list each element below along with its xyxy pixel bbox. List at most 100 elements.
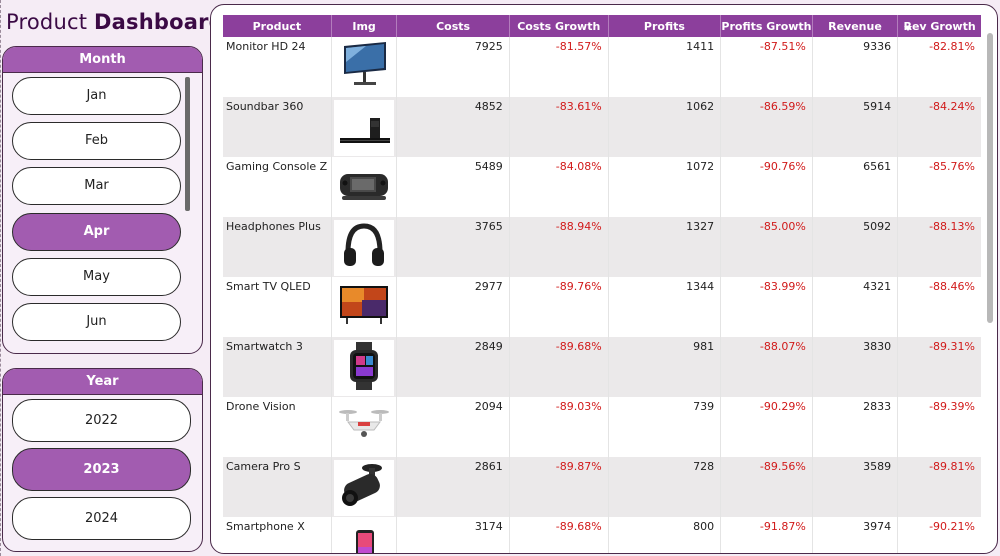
cell-rev-growth: -89.39%	[929, 400, 975, 413]
headphones-icon	[334, 220, 395, 276]
column-header-costs-growth[interactable]: Costs Growth	[509, 15, 609, 37]
table-row[interactable]: Smart TV QLED 2977 -89.76% 1344 -83.99% 4321 -…	[223, 277, 981, 337]
product-name: Smart TV QLED	[223, 277, 332, 337]
month-option-mar[interactable]: Mar	[12, 167, 181, 206]
column-header-rev-growth[interactable]: Rev Growth	[898, 15, 981, 37]
month-option-jun[interactable]: Jun	[12, 303, 181, 341]
smartwatch-icon	[334, 340, 395, 396]
cell-revenue: 6561	[812, 157, 899, 217]
year-option-2023[interactable]: 2023	[12, 448, 191, 491]
cell-profits-growth: -86.59%	[720, 97, 813, 157]
month-slicer: Month Jan Feb Mar Apr May Jun	[2, 46, 203, 354]
table-row[interactable]: Gaming Console Z 5489 -84.08% 1072 -90.76% 65…	[223, 157, 981, 217]
column-header-profits[interactable]: Profits	[608, 15, 722, 37]
cell-profits: 1072	[608, 157, 722, 217]
cell-costs: 2977	[396, 277, 510, 337]
column-header-profits-growth[interactable]: Profits Growth	[720, 15, 813, 37]
product-name: Drone Vision	[223, 397, 332, 457]
month-option-may[interactable]: May	[12, 257, 181, 296]
console-icon	[334, 160, 395, 216]
cell-costs: 7925	[396, 37, 510, 97]
cell-profits: 1344	[608, 277, 722, 337]
cell-costs: 3765	[396, 217, 510, 277]
cell-rev-growth: -89.31%	[929, 340, 975, 353]
cell-revenue: 2833	[812, 397, 899, 457]
title-bold: Dashboard	[94, 10, 224, 34]
table-header-row: Product Img Costs Costs Growth Profits P…	[223, 15, 981, 37]
cell-revenue: 5914	[812, 97, 899, 157]
table-row[interactable]: Camera Pro S 2861 -89.87% 728 -89.56% 3589 -89…	[223, 457, 981, 517]
cell-profits-growth: -85.00%	[720, 217, 813, 277]
cell-costs-growth: -84.08%	[509, 157, 609, 217]
cell-profits-growth: -89.56%	[720, 457, 813, 517]
title-prefix: Product	[6, 10, 88, 34]
product-name: Monitor HD 24	[223, 37, 332, 97]
cell-profits: 739	[608, 397, 722, 457]
cell-costs-growth: -89.76%	[509, 277, 609, 337]
product-image-cell	[331, 157, 398, 217]
product-name: Soundbar 360	[223, 97, 332, 157]
year-option-2022[interactable]: 2022	[12, 399, 191, 442]
cell-costs-growth: -88.94%	[509, 217, 609, 277]
product-image-cell	[331, 97, 398, 157]
product-image-cell	[331, 457, 398, 517]
product-name: Smartwatch 3	[223, 337, 332, 397]
cell-revenue: 3974	[812, 517, 899, 553]
cell-profits: 1327	[608, 217, 722, 277]
table-row[interactable]: Smartphone X 3174 -89.68% 800 -91.87% 3974 -90…	[223, 517, 981, 553]
cell-costs: 5489	[396, 157, 510, 217]
cell-rev-growth: -88.46%	[929, 280, 975, 293]
column-header-product[interactable]: Product	[223, 15, 332, 37]
product-table: Product Img Costs Costs Growth Profits P…	[223, 15, 981, 553]
product-name: Camera Pro S	[223, 457, 332, 517]
table-row[interactable]: Headphones Plus 3765 -88.94% 1327 -85.00% 509…	[223, 217, 981, 277]
year-slicer-header: Year	[3, 369, 202, 395]
table-row[interactable]: Soundbar 360 4852 -83.61% 1062 -86.59% 5914 -8…	[223, 97, 981, 157]
product-table-visual: Product Img Costs Costs Growth Profits P…	[210, 4, 998, 554]
product-image-cell	[331, 397, 398, 457]
cell-profits-growth: -87.51%	[720, 37, 813, 97]
cell-profits-growth: -88.07%	[720, 337, 813, 397]
cell-costs: 2849	[396, 337, 510, 397]
cell-rev-growth: -85.76%	[929, 160, 975, 173]
cell-rev-growth: -90.21%	[929, 520, 975, 533]
month-option-feb[interactable]: Feb	[12, 122, 181, 161]
product-image-cell	[331, 277, 398, 337]
table-row[interactable]: Smartwatch 3 2849 -89.68% 981 -88.07% 3830 -89…	[223, 337, 981, 397]
cell-rev-growth: -82.81%	[929, 40, 975, 53]
cell-revenue: 4321	[812, 277, 899, 337]
cell-costs-growth: -89.68%	[509, 337, 609, 397]
table-row[interactable]: Monitor HD 24 7925 -81.57% 1411 -87.51% 9336 -…	[223, 37, 981, 97]
cell-profits-growth: -90.76%	[720, 157, 813, 217]
cell-costs-growth: -89.03%	[509, 397, 609, 457]
month-scrollbar[interactable]	[185, 77, 190, 211]
table-row[interactable]: Drone Vision 2094 -89.03% 739 -90.29% 2833 -89…	[223, 397, 981, 457]
cell-profits-growth: -91.87%	[720, 517, 813, 553]
cell-costs: 2861	[396, 457, 510, 517]
month-slicer-header: Month	[3, 47, 202, 73]
product-image-cell	[331, 517, 398, 553]
month-option-apr[interactable]: Apr	[12, 212, 181, 251]
smartphone-icon	[334, 520, 395, 553]
cell-rev-growth: -89.81%	[929, 460, 975, 473]
cell-profits: 1411	[608, 37, 722, 97]
cell-revenue: 3589	[812, 457, 899, 517]
cell-profits: 728	[608, 457, 722, 517]
column-header-img[interactable]: Img	[331, 15, 398, 37]
product-image-cell	[331, 337, 398, 397]
column-header-revenue[interactable]: Revenue	[812, 15, 899, 37]
cell-rev-growth: -88.13%	[929, 220, 975, 233]
page-edge	[0, 0, 1, 556]
rev-growth-label: Rev Growth	[903, 19, 976, 33]
product-image-cell	[331, 37, 398, 97]
table-scrollbar[interactable]	[987, 33, 993, 323]
column-header-costs[interactable]: Costs	[396, 15, 510, 37]
cell-costs: 4852	[396, 97, 510, 157]
cell-revenue: 3830	[812, 337, 899, 397]
camera-icon	[334, 460, 395, 516]
page-title: Product Dashboard	[6, 10, 224, 34]
monitor-icon	[334, 40, 395, 96]
cell-profits: 800	[608, 517, 722, 553]
month-option-jan[interactable]: Jan	[12, 77, 181, 115]
year-option-2024[interactable]: 2024	[12, 497, 191, 540]
